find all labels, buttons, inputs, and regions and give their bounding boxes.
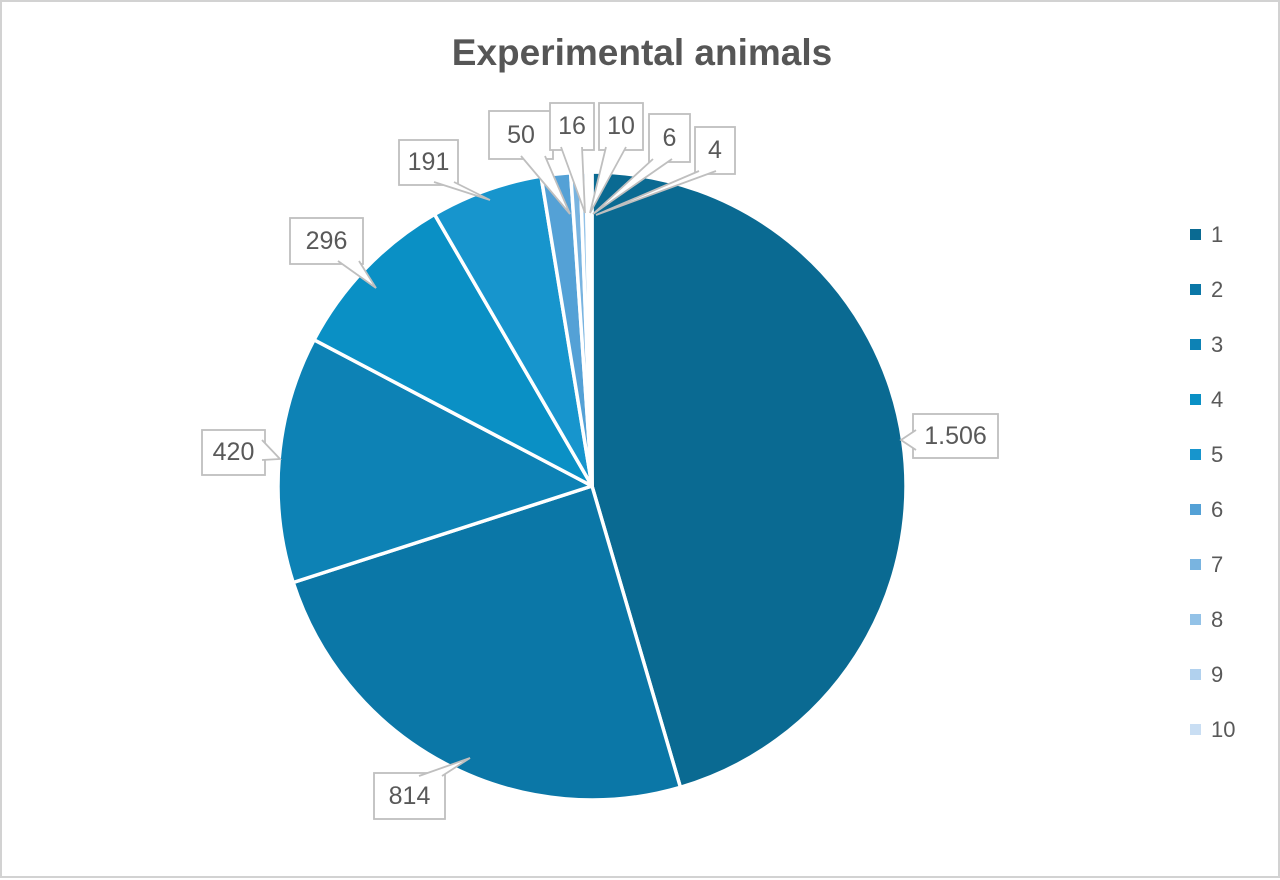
callout-tail (901, 430, 916, 450)
legend-swatch-icon (1190, 339, 1201, 350)
data-label-callout-box (373, 772, 446, 820)
legend-label: 6 (1211, 496, 1224, 522)
callout-tail-outline (520, 155, 571, 215)
pie-slice-4 (312, 212, 594, 488)
legend-swatch-icon (1190, 559, 1201, 570)
legend-label: 7 (1211, 551, 1224, 577)
callout-tail-outline (595, 170, 717, 216)
callout-tail-outline (899, 429, 917, 451)
legend-swatch-icon (1190, 394, 1201, 405)
legend-swatch-icon (1190, 724, 1201, 735)
data-label-callout-box (694, 126, 736, 175)
legend-item: 1 (1190, 207, 1235, 262)
legend-item: 4 (1190, 372, 1235, 427)
legend-item: 8 (1190, 592, 1235, 647)
legend-item: 2 (1190, 262, 1235, 317)
legend-swatch-icon (1190, 284, 1201, 295)
callout-tail-outline (433, 181, 491, 201)
legend-swatch-icon (1190, 229, 1201, 240)
callout-tail-outline (592, 158, 673, 215)
chart-legend: 1 2 3 4 5 6 7 8 9 10 (1190, 207, 1235, 757)
legend-item: 10 (1190, 702, 1235, 757)
legend-swatch-icon (1190, 614, 1201, 625)
data-label-callout-box (598, 102, 644, 151)
legend-item: 3 (1190, 317, 1235, 372)
legend-label: 4 (1211, 386, 1224, 412)
legend-item: 9 (1190, 647, 1235, 702)
legend-swatch-icon (1190, 504, 1201, 515)
legend-item: 7 (1190, 537, 1235, 592)
legend-label: 2 (1211, 276, 1224, 302)
legend-label: 10 (1211, 716, 1236, 742)
callout-tail-outline (337, 260, 377, 289)
data-label-callout-box (289, 217, 364, 265)
legend-item: 6 (1190, 482, 1235, 537)
legend-label: 5 (1211, 441, 1224, 467)
data-label-callout-box (398, 139, 459, 186)
data-label-callout-box (488, 110, 554, 160)
pie-slice-2 (291, 484, 683, 802)
callout-tail-outline (261, 439, 282, 461)
pie-slice-10 (587, 170, 594, 488)
callout-tail-outline (589, 146, 627, 214)
legend-label: 8 (1211, 606, 1224, 632)
callout-tail-outline (560, 146, 586, 214)
data-label-callout-box (549, 102, 595, 151)
legend-item: 5 (1190, 427, 1235, 482)
legend-label: 3 (1211, 331, 1224, 357)
legend-label: 9 (1211, 661, 1224, 687)
callout-tail-outline (418, 757, 471, 777)
chart-title: Experimental animals (451, 32, 833, 73)
legend-swatch-icon (1190, 449, 1201, 460)
data-label-callout-box (912, 413, 999, 459)
data-label-callout-box (648, 113, 691, 163)
legend-label: 1 (1211, 221, 1224, 247)
legend-swatch-icon (1190, 669, 1201, 680)
data-label-callout-box (201, 429, 266, 476)
